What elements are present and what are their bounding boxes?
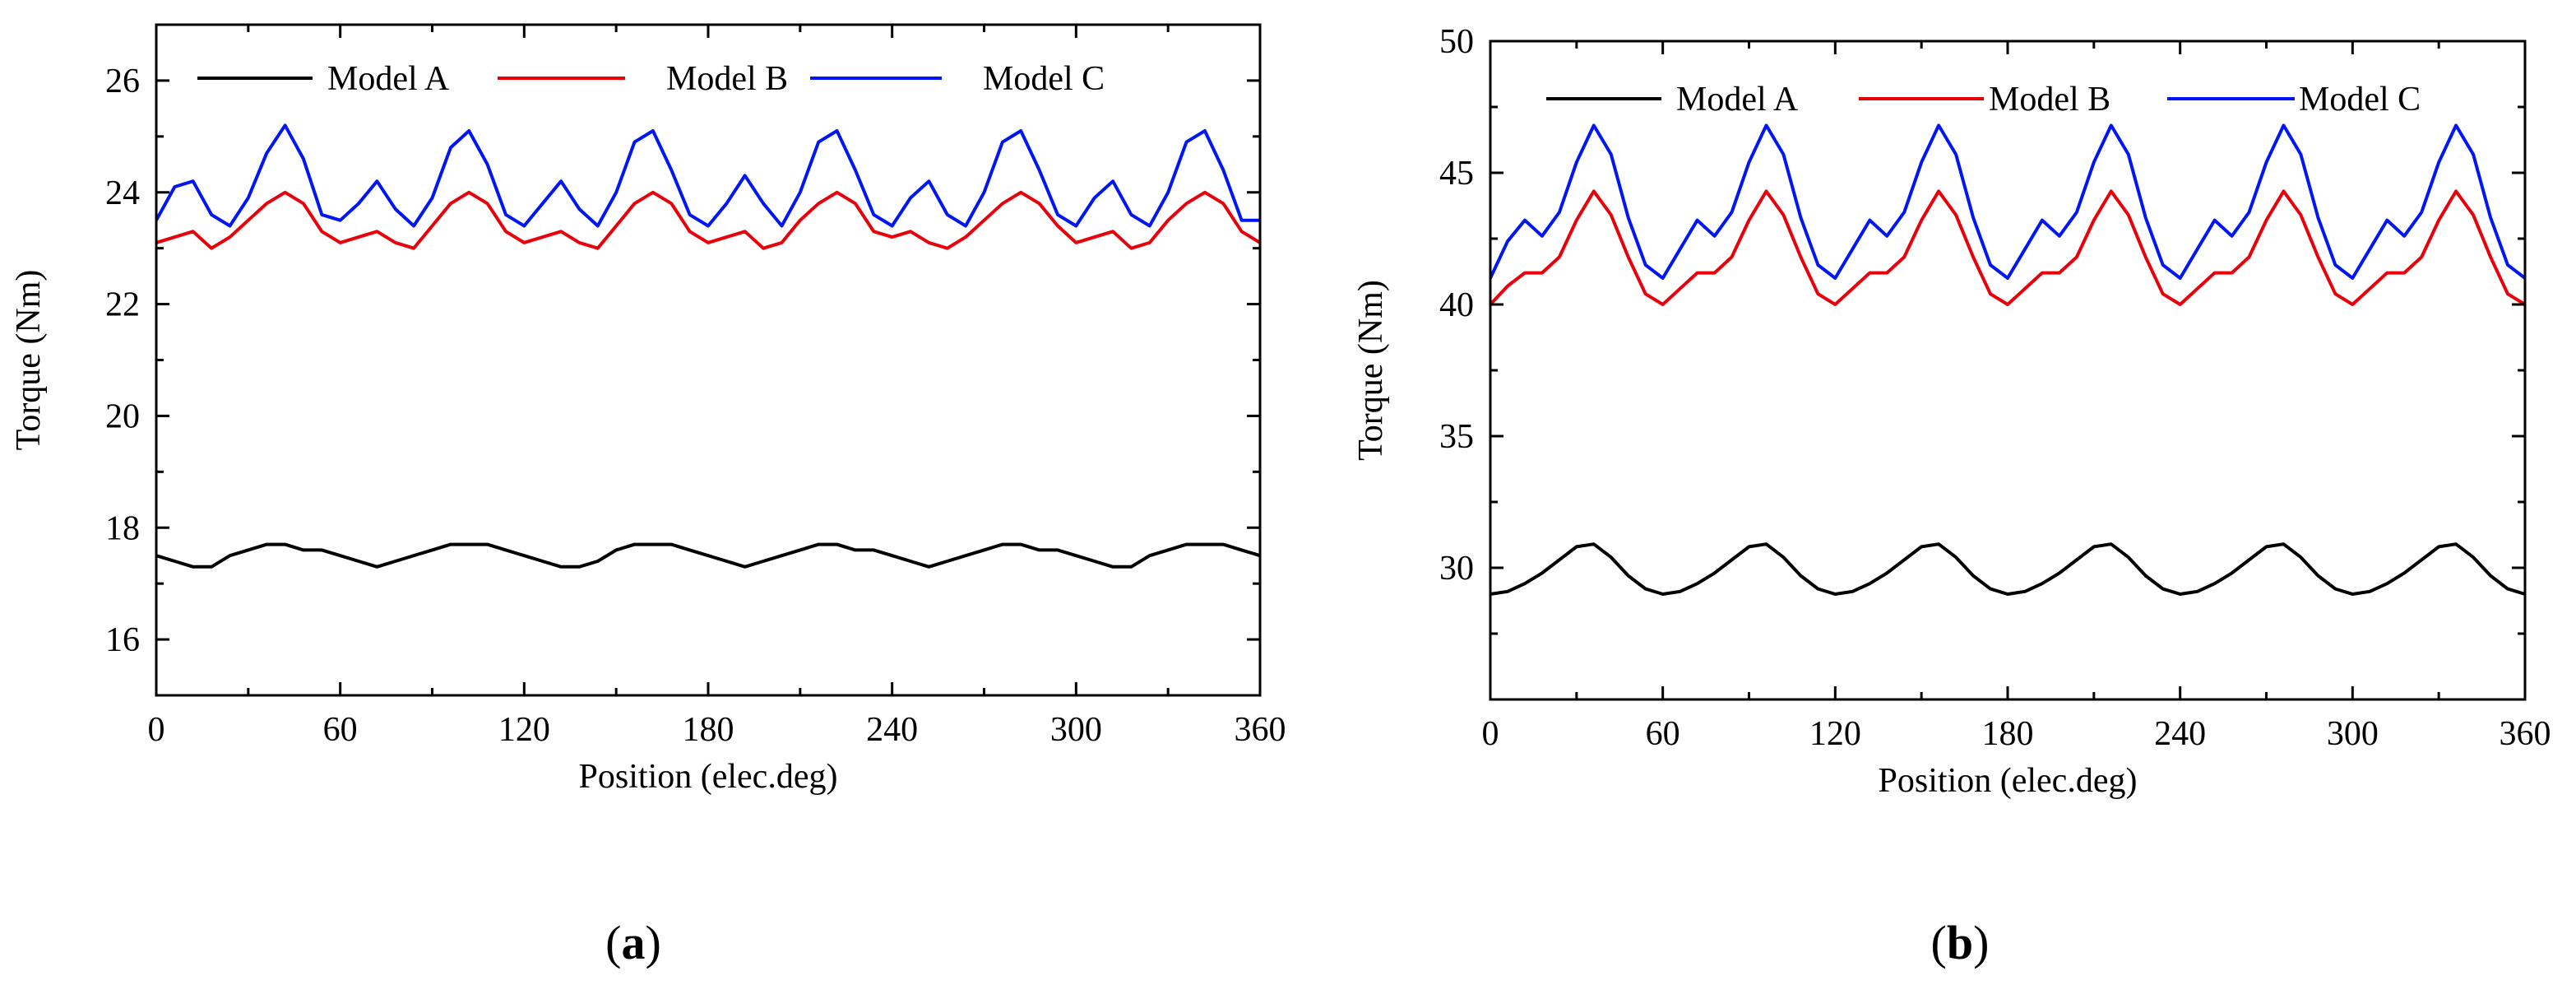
panel-a: 0 60 120 180 240 300 360 16 18 20 22 24 26 Position (… <box>10 23 1286 796</box>
y-tick-label-a: 26 <box>105 63 140 100</box>
x-tick-label-a: 0 <box>148 711 165 749</box>
x-tick-label-b: 240 <box>2154 715 2206 753</box>
panel-label-b: (b) <box>1931 916 1990 969</box>
panel-label-a: (a) <box>605 916 661 969</box>
series-line-a-model-c <box>155 123 1260 228</box>
legend-label-a: Model A <box>327 60 450 98</box>
y-tick-label-a: 24 <box>105 174 140 212</box>
series-line-b-model-a <box>1490 542 2526 596</box>
legend-label-b: Model B <box>1989 81 2110 118</box>
series-line-a-model-b <box>155 190 1262 250</box>
legend-label-b: Model C <box>2299 81 2421 118</box>
legend-label-b: Model A <box>1676 81 1799 118</box>
x-tick-label-b: 120 <box>1809 715 1861 753</box>
plot-frame-b <box>1489 39 2527 701</box>
y-tick-label-a: 16 <box>105 621 140 659</box>
x-tick-label-a: 240 <box>866 711 918 749</box>
panel-b: 0 60 120 180 240 300 360 30 35 40 45 50 Position (el… <box>1352 23 2551 800</box>
series-line-b-model-b <box>1489 189 2527 306</box>
y-axis-title-b: Torque (Nm) <box>1352 280 1390 461</box>
plot-frame-a <box>155 23 1262 697</box>
series-line-b-model-c <box>1489 123 2527 280</box>
x-axis-title-a: Position (elec.deg) <box>579 758 838 796</box>
x-tick-label-b: 360 <box>2500 715 2551 753</box>
y-tick-label-a: 20 <box>105 397 140 435</box>
x-tick-label-b: 300 <box>2327 715 2379 753</box>
y-axis-title-a: Torque (Nm) <box>10 270 48 451</box>
x-tick-label-b: 0 <box>1482 715 1499 753</box>
legend-label-a: Model B <box>666 60 788 98</box>
x-tick-label-b: 180 <box>1982 715 2034 753</box>
x-tick-label-a: 300 <box>1050 711 1102 749</box>
x-tick-label-a: 60 <box>323 711 358 749</box>
y-tick-label-b: 45 <box>1439 155 1474 193</box>
x-axis-title-b: Position (elec.deg) <box>1879 762 2138 800</box>
x-tick-label-a: 360 <box>1235 711 1286 749</box>
y-tick-label-b: 40 <box>1439 286 1474 324</box>
legend-label-a: Model C <box>983 60 1105 98</box>
y-tick-label-a: 18 <box>105 509 140 547</box>
y-tick-label-b: 30 <box>1439 550 1474 588</box>
x-tick-label-a: 120 <box>498 711 550 749</box>
series-line-a-model-a <box>155 542 1261 569</box>
y-tick-label-b: 50 <box>1439 23 1474 61</box>
x-tick-label-a: 180 <box>683 711 734 749</box>
x-tick-label-b: 60 <box>1646 715 1680 753</box>
y-tick-label-b: 35 <box>1439 418 1474 456</box>
y-tick-label-a: 22 <box>105 286 140 324</box>
